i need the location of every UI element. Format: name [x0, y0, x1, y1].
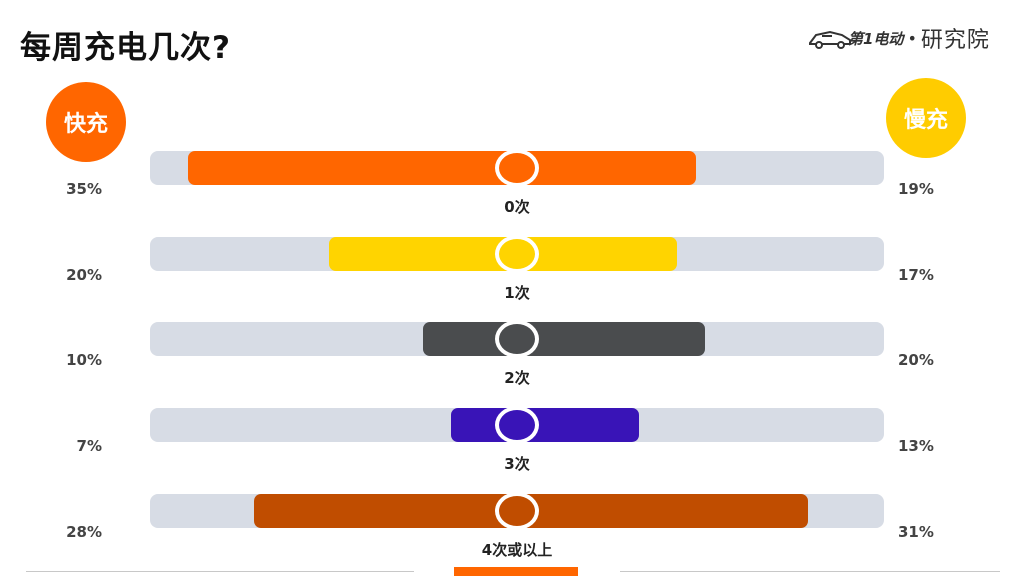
- logo-separator: •: [907, 28, 917, 48]
- slow-charge-percent: 13%: [898, 437, 934, 455]
- center-node-icon: [495, 320, 539, 358]
- center-node-icon: [495, 149, 539, 187]
- logo-wordmark: 第1电动: [848, 29, 904, 48]
- page-title: 每周充电几次?: [20, 30, 231, 66]
- slow-charge-percent: 20%: [898, 351, 934, 369]
- fast-charge-percent: 28%: [66, 523, 102, 541]
- fast-charge-percent: 10%: [66, 351, 102, 369]
- category-label: 1次: [504, 284, 530, 302]
- category-label: 3次: [504, 455, 530, 473]
- fast-charge-percent: 7%: [76, 437, 102, 455]
- frequency-bar: [423, 322, 705, 356]
- footer-divider-left: [26, 571, 414, 572]
- slow-charge-percent: 31%: [898, 523, 934, 541]
- slow-charge-percent: 19%: [898, 180, 934, 198]
- center-node-icon: [495, 406, 539, 444]
- frequency-bar: [451, 408, 640, 442]
- slow-charge-badge: 慢充: [886, 78, 966, 158]
- fast-charge-badge: 快充: [46, 82, 126, 162]
- frequency-bar: [188, 151, 696, 185]
- category-label: 4次或以上: [481, 541, 553, 559]
- category-label: 0次: [504, 198, 530, 216]
- center-node-icon: [495, 492, 539, 530]
- logo-institute: 研究院: [920, 28, 990, 53]
- fast-charge-percent: 20%: [66, 266, 102, 284]
- car-logo-icon: [809, 30, 851, 49]
- brand-logo: 第1电动 • 研究院: [808, 22, 1008, 54]
- category-label: 2次: [504, 369, 530, 387]
- slow-charge-percent: 17%: [898, 266, 934, 284]
- footer-divider-right: [620, 571, 1000, 572]
- center-node-icon: [495, 235, 539, 273]
- fast-charge-percent: 35%: [66, 180, 102, 198]
- footer-accent-tab: [454, 567, 578, 576]
